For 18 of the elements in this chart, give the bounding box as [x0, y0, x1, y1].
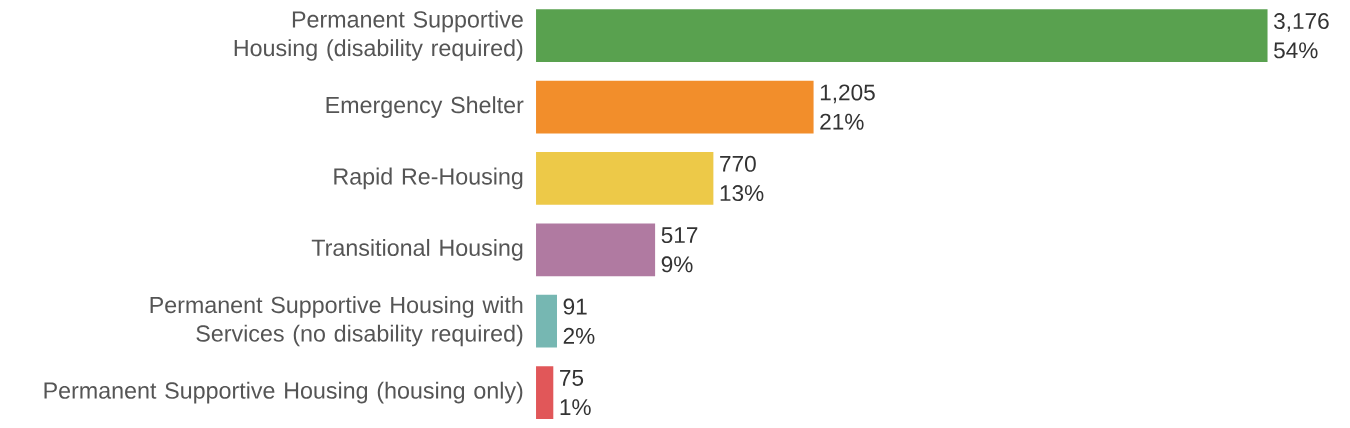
bar [536, 151, 714, 205]
data-label: 1,205 21% [820, 84, 875, 130]
data-label: 91 2% [563, 298, 595, 344]
bar [536, 223, 656, 277]
bar [536, 366, 554, 419]
y-tick-label: Permanent Supportive Housing (housing only) [44, 381, 523, 404]
y-tick-label: Permanent Supportive Housing with Services (no disability required) [150, 295, 523, 347]
bar [536, 80, 814, 134]
data-label: 3,176 54% [1273, 12, 1329, 59]
y-tick-label: Transitional Housing [311, 238, 523, 261]
data-label: 517 9% [661, 227, 698, 273]
y-tick-label: Rapid Re-Housing [334, 167, 523, 190]
y-tick-label: Emergency Shelter [326, 96, 524, 118]
bar [536, 9, 1268, 62]
bar [536, 294, 557, 348]
data-label: 770 13% [720, 155, 764, 201]
y-tick-label: Permanent Supportive Housing (disability required) [234, 10, 523, 61]
data-label: 75 1% [560, 369, 591, 415]
